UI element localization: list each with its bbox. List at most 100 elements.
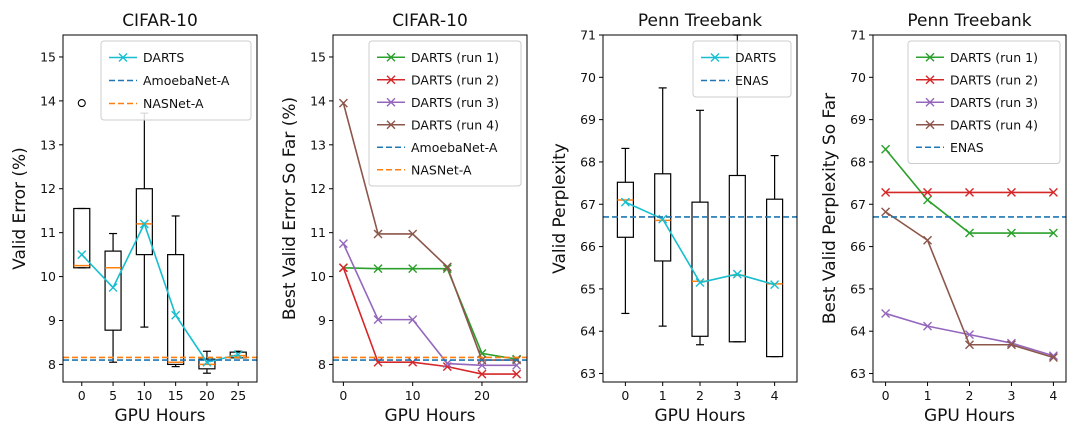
legend-box bbox=[368, 40, 522, 187]
legend-item-darts-run-1: DARTS (run 1) bbox=[377, 50, 499, 65]
legend-item-enas: ENAS bbox=[916, 140, 984, 155]
y-tick-label: 9 bbox=[318, 313, 326, 328]
legend-item-darts-run-3: DARTS (run 3) bbox=[916, 95, 1038, 110]
y-tick-label: 12 bbox=[40, 181, 56, 196]
legend-marker bbox=[118, 53, 128, 62]
legend-marker bbox=[386, 52, 396, 62]
chart-title: Penn Treebank bbox=[638, 11, 762, 31]
x-tick-label: 1 bbox=[659, 388, 667, 403]
series-line bbox=[625, 201, 775, 286]
data-point bbox=[373, 229, 383, 239]
x-tick-label: 2 bbox=[696, 388, 704, 403]
plot-frame bbox=[332, 34, 528, 383]
series-darts bbox=[620, 197, 780, 290]
series-darts-run-3 bbox=[881, 308, 1058, 361]
y-tick-label: 70 bbox=[850, 70, 866, 85]
series-darts-run-3 bbox=[338, 239, 522, 370]
data-point bbox=[965, 340, 974, 350]
legend-label: DARTS (run 3) bbox=[411, 95, 499, 110]
x-tick-label: 4 bbox=[771, 388, 779, 403]
x-tick-label: 3 bbox=[1007, 388, 1015, 403]
legend-label: DARTS (run 4) bbox=[950, 117, 1038, 132]
data-point bbox=[373, 264, 383, 274]
series-darts-run-2 bbox=[881, 187, 1058, 197]
box-body bbox=[691, 201, 709, 337]
panel-3: 0 1 2 3 4 63 64 65 66 67 68 69 70 71 Penn Treebank GPU … bbox=[550, 11, 798, 426]
box-2 bbox=[104, 232, 122, 363]
series-line bbox=[342, 243, 517, 367]
data-point bbox=[732, 269, 742, 279]
data-point bbox=[923, 187, 933, 197]
chart-title: CIFAR-10 bbox=[392, 11, 468, 31]
y-tick-label: 10 bbox=[310, 269, 326, 284]
y-tick-label: 12 bbox=[310, 181, 326, 196]
y-tick-label: 14 bbox=[310, 93, 326, 108]
x-tick-label: 4 bbox=[1049, 388, 1057, 403]
y-tick-label: 71 bbox=[850, 28, 866, 43]
x-tick-label: 2 bbox=[966, 388, 974, 403]
y-tick-label: 9 bbox=[48, 313, 56, 328]
y-tick-label: 64 bbox=[850, 324, 866, 339]
data-point bbox=[1006, 340, 1016, 350]
x-tick-label: 0 bbox=[339, 388, 347, 403]
series-line bbox=[343, 267, 517, 360]
box-body bbox=[167, 254, 185, 366]
legend-label: DARTS (run 2) bbox=[950, 72, 1038, 87]
legend-marker bbox=[925, 52, 935, 62]
box-3 bbox=[691, 109, 709, 346]
x-axis-label: GPU Hours bbox=[924, 406, 1015, 426]
legend-item-enas: ENAS bbox=[701, 73, 769, 88]
data-point bbox=[881, 144, 891, 154]
legend-label: DARTS bbox=[735, 50, 776, 65]
data-point bbox=[512, 369, 522, 379]
legend-item-darts-run-2: DARTS (run 2) bbox=[916, 72, 1038, 87]
legend: DARTS AmoebaNet-A NASNet-A bbox=[100, 40, 252, 121]
legend-label: ENAS bbox=[735, 73, 769, 88]
y-tick-label: 66 bbox=[580, 239, 596, 254]
legend-marker bbox=[925, 97, 935, 107]
y-tick-label: 68 bbox=[850, 154, 866, 169]
legend-label: DARTS (run 1) bbox=[411, 50, 499, 65]
legend-marker bbox=[386, 75, 396, 85]
y-tick-label: 15 bbox=[40, 49, 56, 64]
y-tick-label: 67 bbox=[580, 197, 596, 212]
x-tick-label: 15 bbox=[168, 388, 184, 403]
series-darts bbox=[77, 219, 243, 367]
x-tick-label: 1 bbox=[924, 388, 932, 403]
data-point bbox=[923, 235, 933, 245]
y-tick-label: 71 bbox=[580, 28, 596, 43]
legend-label: ENAS bbox=[950, 140, 984, 155]
series-darts-run-2 bbox=[338, 263, 522, 379]
series-line bbox=[342, 267, 517, 375]
box-1 bbox=[616, 147, 634, 315]
legend-item-amoebanet-a: AmoebaNet-A bbox=[109, 73, 230, 88]
chart-title: CIFAR-10 bbox=[122, 11, 198, 31]
y-tick-label: 65 bbox=[580, 281, 596, 296]
data-point bbox=[108, 283, 118, 293]
legend-item-amoebanet-a: AmoebaNet-A bbox=[377, 140, 498, 155]
legend-item-darts-run-4: DARTS (run 4) bbox=[377, 117, 499, 132]
box-4 bbox=[167, 215, 185, 368]
y-tick-label: 69 bbox=[850, 112, 866, 127]
legend: DARTS (run 1) DARTS (run 2) DARTS (run 3) D… bbox=[907, 40, 1061, 164]
legend-label: DARTS (run 4) bbox=[411, 117, 499, 132]
y-tick-label: 65 bbox=[850, 281, 866, 296]
y-tick-label: 13 bbox=[310, 137, 326, 152]
data-point bbox=[1048, 352, 1058, 362]
legend-marker bbox=[386, 120, 396, 130]
data-point bbox=[338, 98, 348, 108]
legend: DARTS (run 1) DARTS (run 2) DARTS (run 3) D… bbox=[368, 40, 522, 187]
legend-item-darts-run-3: DARTS (run 3) bbox=[377, 95, 499, 110]
data-point bbox=[923, 321, 933, 331]
data-point bbox=[477, 369, 487, 379]
legend-label: AmoebaNet-A bbox=[411, 140, 498, 155]
data-point bbox=[881, 187, 891, 197]
y-tick-label: 69 bbox=[580, 112, 596, 127]
series-darts-run-1 bbox=[881, 144, 1058, 238]
x-tick-label: 20 bbox=[199, 388, 215, 403]
data-point bbox=[923, 195, 933, 205]
box-5 bbox=[766, 155, 784, 358]
legend-marker bbox=[925, 120, 935, 130]
y-tick-label: 64 bbox=[580, 324, 596, 339]
box-body bbox=[104, 250, 122, 331]
